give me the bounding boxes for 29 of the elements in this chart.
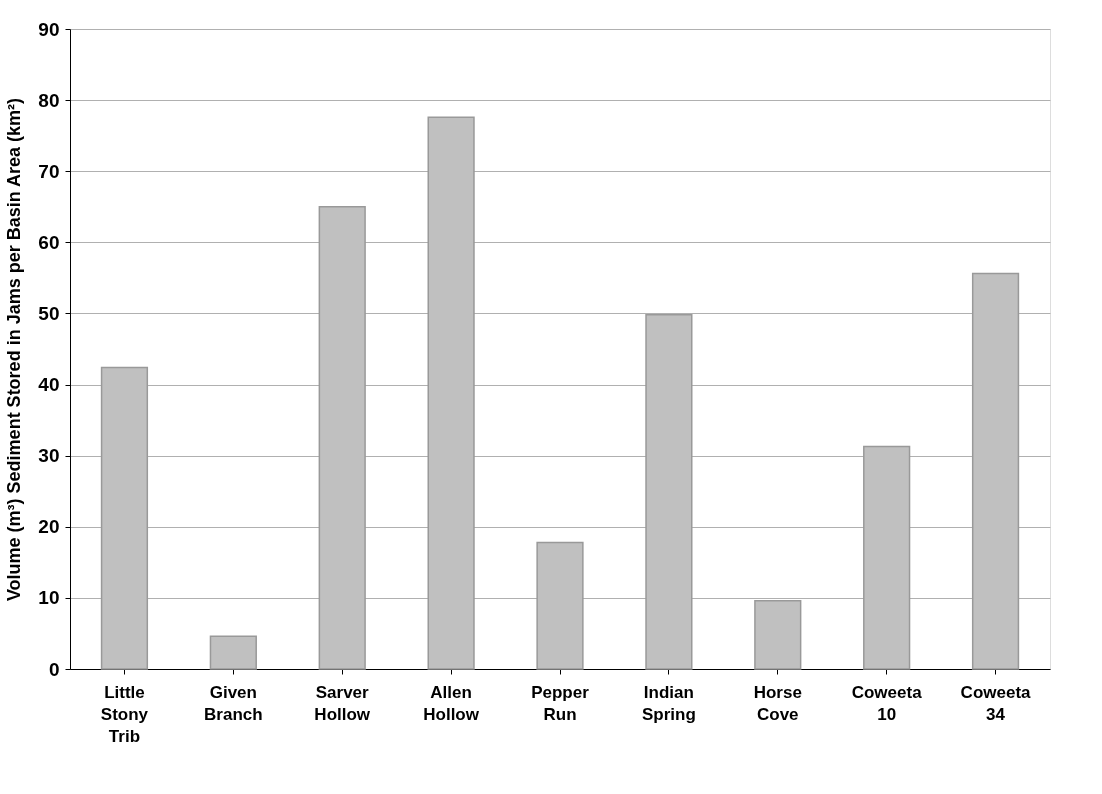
y-tick-label: 70 [38, 160, 60, 182]
y-axis-title: Volume (m³) Sediment Stored in Jams per Basin Area (km²) [4, 97, 25, 602]
bar [536, 541, 584, 670]
x-tick-label: Coweeta 34 [960, 682, 1032, 724]
bar [971, 272, 1020, 670]
y-tick-label: 10 [38, 587, 60, 609]
y-tick-label: 20 [38, 516, 60, 538]
y-tick-label: 90 [38, 18, 60, 40]
y-tick-label: 50 [38, 302, 60, 324]
x-tick-label: Coweeta 10 [851, 682, 923, 724]
x-tick-label: Pepper Run [531, 682, 590, 724]
bar [100, 366, 149, 670]
bar [209, 635, 257, 670]
y-tick-label: 0 [48, 658, 60, 680]
y-tick-label: 40 [38, 374, 60, 396]
y-tick-label: 60 [38, 231, 60, 253]
x-tick-label: Horse Cove [753, 682, 802, 724]
bar [318, 206, 366, 670]
x-tick-label: Indian Spring [641, 682, 696, 724]
x-tick-label: Allen Hollow [423, 682, 480, 724]
y-tick-label: 80 [38, 89, 60, 111]
bar [754, 599, 802, 670]
bar [427, 116, 475, 670]
x-tick-label: Little Stony Trib [100, 682, 149, 746]
x-tick-label: Given Branch [204, 682, 263, 724]
bar [863, 445, 911, 670]
bar [645, 314, 693, 670]
y-tick-label: 30 [38, 445, 60, 467]
x-tick-label: Sarver Hollow [314, 682, 371, 724]
